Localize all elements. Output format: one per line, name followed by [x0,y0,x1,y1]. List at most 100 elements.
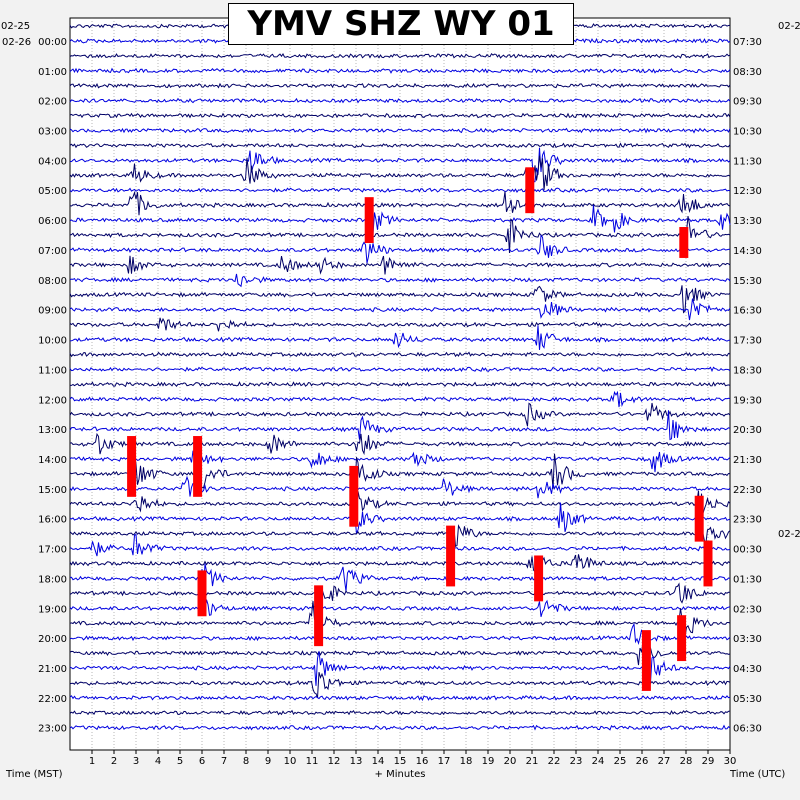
x-tick-label-15: 15 [394,756,407,767]
x-tick-label-1: 1 [89,756,95,767]
chart-title: YMV SHZ WY 01 [247,4,555,44]
x-tick-label-25: 25 [614,756,627,767]
trace-row-12 [69,190,731,216]
left-time-label-14: 14:00 [38,455,67,466]
x-tick-label-27: 27 [658,756,671,767]
left-time-label-17: 17:00 [38,545,67,556]
trace-row-42 [69,640,731,666]
left-time-label-11: 11:00 [38,365,67,376]
right-time-label-11: 18:30 [733,365,762,376]
right-time-label-7: 14:30 [733,246,762,257]
trace-row-43 [69,651,731,686]
right-time-label-4: 11:30 [733,156,762,167]
left-time-label-5: 05:00 [38,186,67,197]
right-time-label-23: 06:30 [733,724,762,735]
left-start-date-label: 02-26 [2,37,31,48]
x-tick-label-26: 26 [636,756,649,767]
trace-row-23 [69,366,731,373]
left-time-label-8: 08:00 [38,276,67,287]
clip-marker-2 [679,227,689,258]
left-time-label-2: 02:00 [38,97,67,108]
left-time-label-23: 23:00 [38,724,67,735]
x-tick-label-5: 5 [177,756,183,767]
trace-row-6 [69,112,731,119]
left-time-label-0: 00:00 [38,37,67,48]
trace-row-20 [69,317,731,332]
top-left-date-label: 02-25 [1,21,30,32]
right-time-label-16: 23:30 [733,515,762,526]
trace-row-44 [69,671,731,699]
trace-row-15 [69,234,731,264]
x-tick-label-13: 13 [350,756,363,767]
trace-row-40 [69,601,731,638]
clip-marker-0 [525,167,535,214]
x-tick-label-20: 20 [504,756,517,767]
x-tick-label-12: 12 [328,756,341,767]
right-time-label-2: 09:30 [733,97,762,108]
right-time-label-12: 19:30 [733,395,762,406]
clip-marker-9 [197,570,207,617]
clip-marker-12 [641,630,651,691]
x-tick-label-2: 2 [111,756,117,767]
trace-row-5 [69,97,731,104]
trace-row-2 [69,53,731,59]
trace-row-3 [69,67,731,74]
x-tick-label-11: 11 [306,756,319,767]
left-time-label-3: 03:00 [38,127,67,138]
clip-marker-5 [349,465,359,527]
left-time-label-15: 15:00 [38,485,67,496]
left-time-label-20: 20:00 [38,634,67,645]
right-time-label-14: 21:30 [733,455,762,466]
clip-marker-8 [703,540,713,587]
trace-row-36 [69,554,731,573]
left-time-label-7: 07:00 [38,246,67,257]
left-time-label-4: 04:00 [38,156,67,167]
axis-labels: 00:00 01:00 02:00 03:00 04:00 05:00 06:00 07:00… [2,37,762,735]
seismic-traces [69,22,731,731]
trace-row-32 [69,490,731,522]
x-tick-label-19: 19 [482,756,495,767]
x-tick-label-7: 7 [221,756,227,767]
trace-row-35 [69,533,731,557]
x-tick-label-21: 21 [526,756,539,767]
x-tick-label-28: 28 [680,756,693,767]
trace-row-24 [70,381,731,388]
trace-row-46 [69,709,731,716]
right-date-mid-label: 02-2 [778,529,800,540]
trace-row-25 [69,390,731,408]
trace-row-14 [69,216,731,254]
trace-row-10 [69,155,731,191]
right-time-label-5: 12:30 [733,186,762,197]
trace-row-4 [69,82,731,89]
clip-marker-6 [446,525,456,587]
clip-marker-7 [694,495,704,542]
left-time-label-9: 09:00 [38,306,67,317]
clip-marker-10 [534,555,544,602]
x-tick-label-8: 8 [243,756,249,767]
trace-row-7 [69,127,731,134]
x-tick-label-23: 23 [570,756,583,767]
trace-row-22 [69,351,731,358]
right-time-label-21: 04:30 [733,664,762,675]
left-time-label-13: 13:00 [38,425,67,436]
left-time-label-1: 01:00 [38,67,67,78]
right-time-label-9: 16:30 [733,306,762,317]
clip-marker-4 [193,436,203,497]
right-time-label-22: 05:30 [733,694,762,705]
trace-row-31 [69,475,731,499]
trace-row-17 [69,273,731,288]
left-time-label-16: 16:00 [38,515,67,526]
left-time-label-18: 18:00 [38,574,67,585]
x-tick-label-16: 16 [416,756,429,767]
trace-row-13 [69,203,731,235]
trace-row-16 [69,255,731,275]
clip-marker-11 [314,585,324,647]
x-tick-label-9: 9 [265,756,271,767]
trace-row-9 [69,147,731,183]
x-tick-label-17: 17 [438,756,451,767]
trace-row-19 [69,298,731,321]
clipped-signal-markers [127,167,713,691]
trace-row-30 [69,453,731,492]
clip-marker-3 [127,436,137,497]
